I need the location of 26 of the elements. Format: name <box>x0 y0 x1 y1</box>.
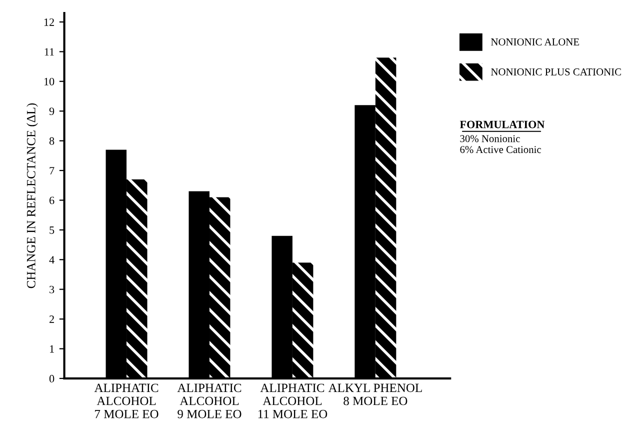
y-tick-label: 7 <box>50 167 54 174</box>
y-tick-label: 11 <box>44 48 54 56</box>
text: FORMULATION <box>460 120 545 128</box>
y-tick-label: 0 <box>49 374 54 382</box>
bar <box>375 58 396 378</box>
y-tick-label: 5 <box>50 226 54 234</box>
y-tick-label: 9 <box>49 108 54 116</box>
x-tick-label: ALIPHATIC ALCOHOL 9 MOLE EO <box>177 384 242 418</box>
y-tick-label: 3 <box>50 286 54 294</box>
y-tick-label: 4 <box>49 256 54 264</box>
bar <box>209 197 230 378</box>
y-tick-label: 10 <box>44 78 54 86</box>
bar <box>292 262 314 378</box>
y-tick-label: 2 <box>50 316 54 323</box>
text: 30% Nonionic 6% Active Cationic <box>460 135 542 154</box>
x-tick-label: ALIPHATIC ALCOHOL 7 MOLE EO <box>94 384 158 418</box>
y-axis-title: CHANGE IN REFLECTANCE (ΔL) <box>26 103 38 288</box>
x-tick-label: ALKYL PHENOL 8 MOLE EO <box>328 384 422 406</box>
x-tick-label: ALIPHATIC ALCOHOL 11 MOLE EO <box>258 384 328 418</box>
bar <box>126 179 148 378</box>
legend-label: NONIONIC PLUS CATIONIC <box>491 68 621 76</box>
y-tick-label: 6 <box>50 196 54 204</box>
y-tick-label: 1 <box>50 345 54 353</box>
legend-label: NONIONIC ALONE <box>491 38 580 46</box>
y-tick-label: 12 <box>44 18 54 26</box>
y-tick-label: 8 <box>49 137 54 145</box>
